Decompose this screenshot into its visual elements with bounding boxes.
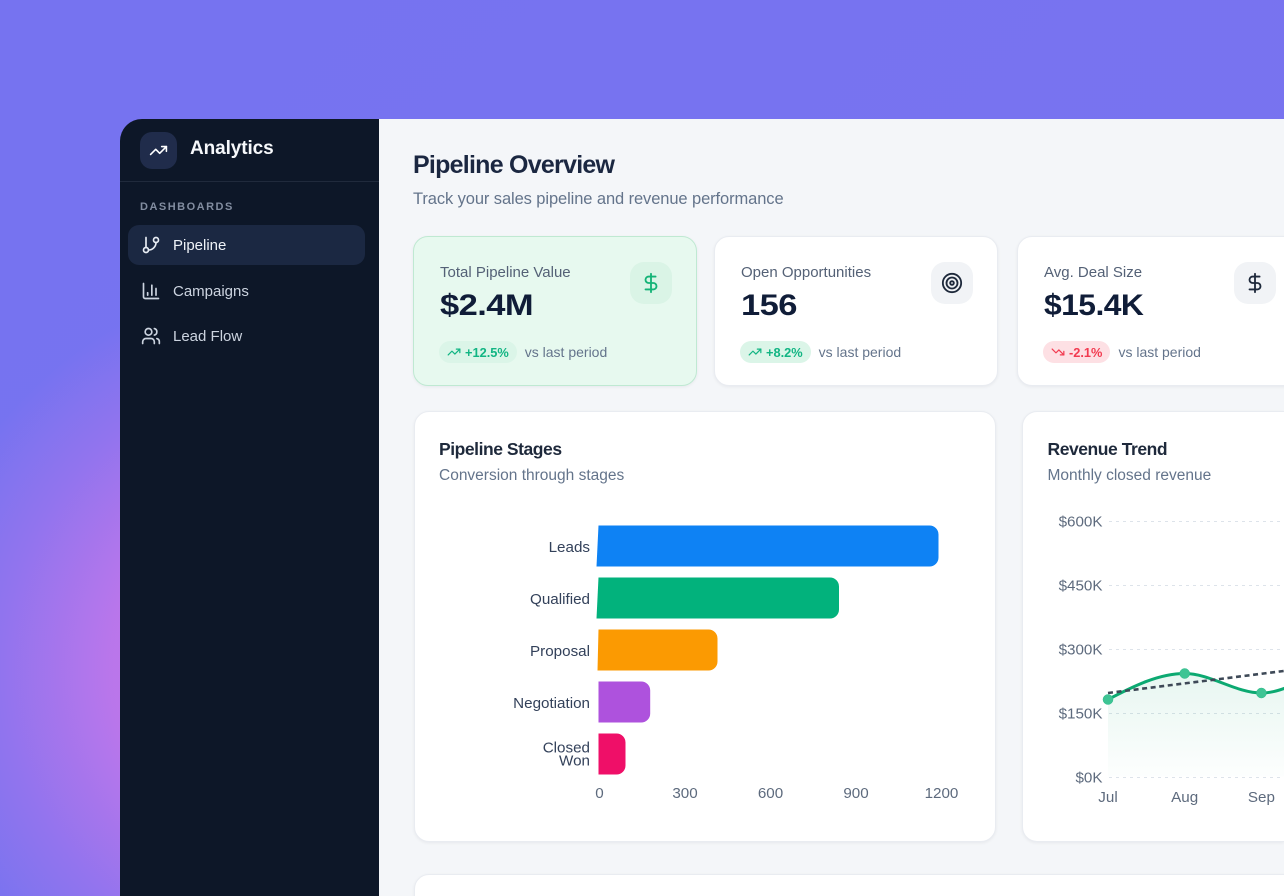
svg-text:Jul: Jul (1098, 789, 1117, 806)
svg-text:Aug: Aug (1171, 789, 1198, 806)
svg-text:$150K: $150K (1059, 706, 1103, 723)
svg-text:Negotiation: Negotiation (513, 695, 590, 712)
svg-text:$0K: $0K (1075, 770, 1102, 787)
svg-text:600: 600 (757, 785, 782, 802)
svg-text:$300K: $300K (1059, 642, 1103, 659)
svg-text:Leads: Leads (548, 539, 590, 556)
svg-text:Won: Won (559, 753, 590, 770)
svg-text:300: 300 (672, 785, 697, 802)
svg-text:Closed: Closed (542, 740, 589, 757)
svg-text:0: 0 (595, 785, 603, 802)
svg-text:Qualified: Qualified (530, 591, 590, 608)
svg-text:$450K: $450K (1059, 578, 1103, 595)
svg-text:Sep: Sep (1248, 789, 1275, 806)
svg-text:Proposal: Proposal (530, 643, 590, 660)
svg-text:1200: 1200 (924, 785, 958, 802)
svg-text:900: 900 (843, 785, 868, 802)
svg-text:$600K: $600K (1059, 514, 1103, 531)
